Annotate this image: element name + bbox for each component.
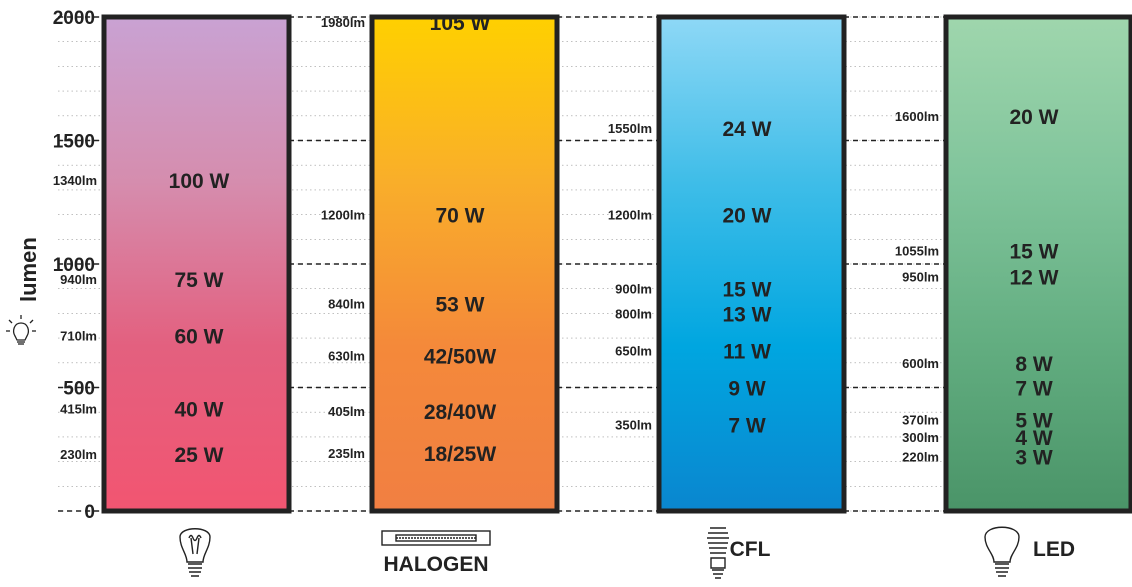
watt-label: 28/40W <box>424 401 497 424</box>
y-tick-label: 2000 <box>53 8 95 29</box>
halogen-tube-icon <box>381 530 491 546</box>
lumen-label: 1200lm <box>321 208 365 223</box>
lumen-label: 405lm <box>328 404 365 419</box>
watt-label: 5 W <box>1015 410 1053 433</box>
watt-label: 9 W <box>728 378 766 401</box>
bar-halogen <box>369 14 560 514</box>
y-tick-label: 1500 <box>53 132 95 153</box>
watt-label: 15 W <box>722 279 771 302</box>
watt-label: 40 W <box>174 398 223 421</box>
watt-label: 7 W <box>1015 378 1053 401</box>
watt-label: 20 W <box>722 205 771 228</box>
watt-label: 42/50W <box>424 345 497 368</box>
lumen-label: 1340lm <box>53 173 97 188</box>
bar-led <box>943 14 1132 514</box>
watt-label: 3 W <box>1015 447 1053 470</box>
bar-cfl <box>656 14 847 514</box>
lumen-label: 950lm <box>902 269 939 284</box>
labels: 100 W 1340lm 75 W 940lm 60 W 710lm 40 W 415lm 25… <box>53 12 1059 470</box>
y-axis-label: lumen <box>16 237 41 302</box>
lumen-label: 650lm <box>615 343 652 358</box>
lumen-label: 1550lm <box>608 121 652 136</box>
lumen-label: 630lm <box>328 348 365 363</box>
lumen-label: 800lm <box>615 306 652 321</box>
watt-label: 18/25W <box>424 443 497 466</box>
watt-label: 105 W <box>430 12 491 35</box>
lumen-label: 235lm <box>328 446 365 461</box>
y-tick-label: 1000 <box>53 255 95 276</box>
watt-label: 70 W <box>435 205 484 228</box>
watt-label: 20 W <box>1009 106 1058 129</box>
lumen-label: 900lm <box>615 282 652 297</box>
watt-label: 13 W <box>722 303 771 326</box>
watt-label: 75 W <box>174 269 223 292</box>
led-bulb-icon <box>984 526 1020 577</box>
watt-label: 4 W <box>1015 427 1053 450</box>
lumen-label: 415lm <box>60 401 97 416</box>
lumen-label: 300lm <box>902 430 939 445</box>
lumen-label: 1055lm <box>895 243 939 258</box>
watt-label: 53 W <box>435 294 484 317</box>
incandescent-bulb-icon <box>179 528 211 577</box>
lumen-label: 350lm <box>615 418 652 433</box>
y-tick-label: 500 <box>63 379 95 400</box>
lumen-label: 1980lm <box>321 15 365 30</box>
category-label-cfl: CFL <box>730 538 771 561</box>
watt-label: 100 W <box>169 170 230 193</box>
lumen-label: 940lm <box>60 272 97 287</box>
lumen-label: 710lm <box>60 329 97 344</box>
category-label-halogen: HALOGEN <box>384 553 489 576</box>
glowing-bulb-icon <box>6 315 36 345</box>
lumen-label: 840lm <box>328 297 365 312</box>
category-label-led: LED <box>1033 538 1075 561</box>
bars <box>101 14 1132 514</box>
watt-label: 8 W <box>1015 353 1053 376</box>
lumen-label: 1200lm <box>608 208 652 223</box>
lumen-label: 230lm <box>60 447 97 462</box>
lumen-label: 370lm <box>902 413 939 428</box>
watt-label: 15 W <box>1009 240 1058 263</box>
watt-label: 60 W <box>174 326 223 349</box>
watt-label: 12 W <box>1009 266 1058 289</box>
cfl-spiral-icon <box>707 527 729 579</box>
bar-incandescent <box>101 14 292 514</box>
lumen-label: 1600lm <box>895 109 939 124</box>
lumen-label: 220lm <box>902 450 939 465</box>
y-axis: 0 500 1000 1500 2000 <box>53 8 95 523</box>
watt-label: 7 W <box>728 415 766 438</box>
lumen-label: 600lm <box>902 356 939 371</box>
watt-label: 24 W <box>722 118 771 141</box>
watt-label: 25 W <box>174 444 223 467</box>
y-tick-label: 0 <box>84 502 95 523</box>
watt-label: 11 W <box>723 340 771 363</box>
